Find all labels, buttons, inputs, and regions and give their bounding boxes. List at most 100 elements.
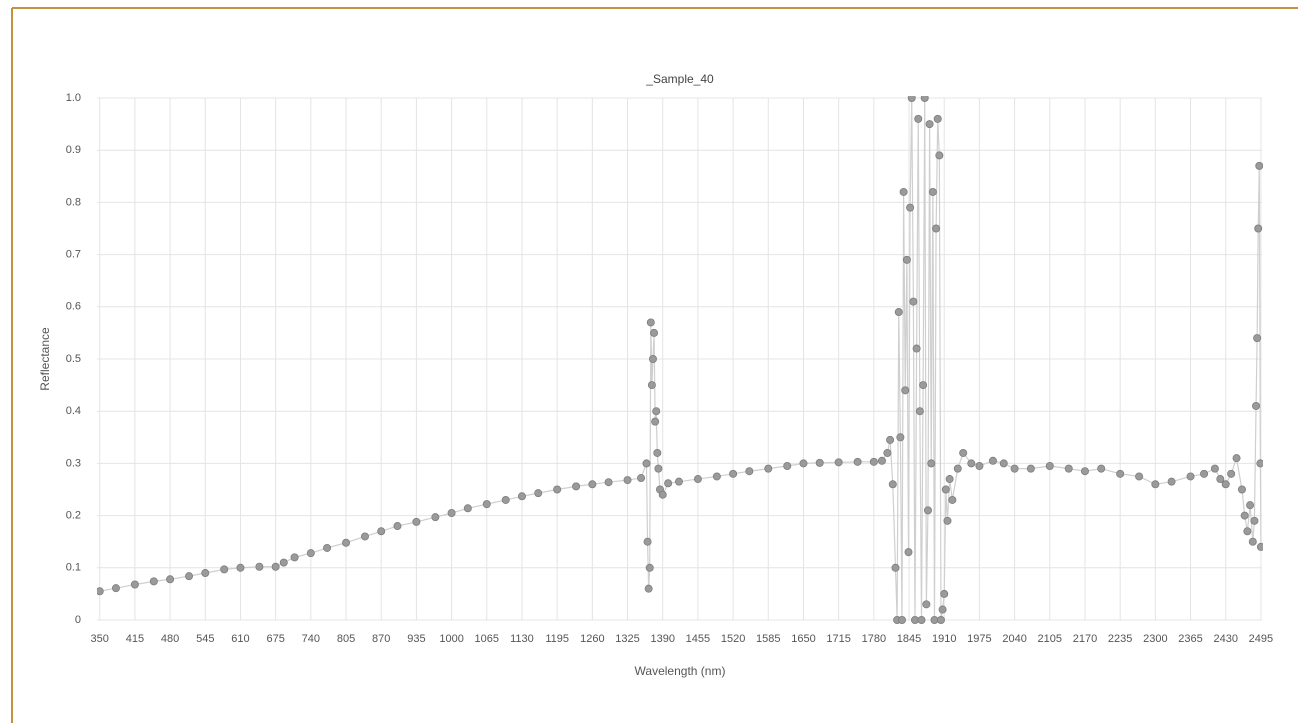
data-point: [393, 522, 402, 531]
data-point: [1256, 542, 1263, 551]
data-point: [941, 485, 950, 494]
data-point: [902, 255, 911, 264]
x-tick-label: 480: [161, 633, 179, 645]
data-point: [953, 464, 962, 473]
data-point: [1045, 462, 1054, 471]
data-point: [945, 475, 954, 484]
x-tick-label: 350: [91, 633, 109, 645]
data-point: [975, 462, 984, 471]
data-point: [646, 318, 655, 327]
x-tick-label: 2495: [1249, 633, 1273, 645]
plot-area: [97, 96, 1263, 624]
data-point: [936, 616, 945, 624]
data-point: [360, 532, 369, 541]
data-point: [1227, 469, 1236, 478]
data-point: [896, 433, 905, 442]
x-tick-label: 675: [266, 633, 284, 645]
data-point: [912, 344, 921, 353]
data-point: [888, 480, 897, 489]
data-point: [712, 472, 721, 481]
data-point: [501, 495, 510, 504]
x-tick-label: 1195: [545, 633, 569, 645]
data-point: [664, 479, 673, 488]
data-point: [279, 558, 288, 567]
data-point: [623, 476, 632, 485]
data-point: [925, 120, 934, 129]
data-point: [909, 297, 918, 306]
data-point: [553, 485, 562, 494]
data-point: [412, 517, 421, 526]
x-tick-label: 2040: [1002, 633, 1026, 645]
x-tick-label: 1325: [615, 633, 639, 645]
data-point: [904, 548, 913, 557]
x-tick-label: 2430: [1213, 633, 1237, 645]
data-point: [938, 605, 947, 614]
data-point: [988, 456, 997, 465]
data-point: [306, 549, 315, 558]
data-point: [1116, 469, 1125, 478]
data-point: [323, 543, 332, 552]
x-tick-label: 1910: [932, 633, 956, 645]
data-point: [1151, 480, 1160, 489]
data-point: [999, 459, 1008, 468]
data-point: [1243, 527, 1252, 536]
data-point: [959, 448, 968, 457]
data-point: [1186, 472, 1195, 481]
data-point: [647, 381, 656, 390]
x-tick-label: 1390: [650, 633, 674, 645]
data-point: [834, 458, 843, 467]
data-point: [111, 584, 120, 593]
y-tick-label: 0.3: [66, 457, 81, 469]
y-tick-label: 0.6: [66, 301, 81, 313]
data-point: [644, 584, 653, 593]
y-tick-label: 0.5: [66, 353, 81, 365]
data-point: [915, 407, 924, 416]
x-tick-label: 1000: [439, 633, 463, 645]
data-point: [604, 478, 613, 487]
x-tick-label: 1975: [967, 633, 991, 645]
data-point: [1010, 464, 1019, 473]
data-point: [906, 203, 915, 212]
x-tick-label: 2170: [1073, 633, 1097, 645]
data-point: [1248, 537, 1257, 546]
data-point: [883, 448, 892, 457]
data-point: [1200, 469, 1209, 478]
data-point: [255, 562, 264, 571]
data-point: [1254, 224, 1263, 233]
x-tick-label: 1650: [791, 633, 815, 645]
data-point: [928, 187, 937, 196]
data-point: [783, 462, 792, 471]
data-point: [877, 456, 886, 465]
data-point: [1080, 467, 1089, 476]
x-axis-label: Wavelength (nm): [635, 664, 726, 678]
data-point: [933, 114, 942, 123]
data-point: [643, 537, 652, 546]
data-point: [377, 527, 386, 536]
data-point: [653, 448, 662, 457]
x-tick-label: 2105: [1038, 633, 1062, 645]
data-point: [920, 96, 929, 102]
data-point: [869, 457, 878, 466]
data-point: [651, 417, 660, 426]
data-point: [693, 475, 702, 484]
data-point: [901, 386, 910, 395]
x-tick-label: 1455: [686, 633, 710, 645]
data-point: [642, 459, 651, 468]
data-point: [572, 482, 581, 491]
x-tick-label: 1715: [826, 633, 850, 645]
y-tick-label: 0: [75, 614, 81, 626]
data-point: [907, 96, 916, 102]
data-point: [654, 464, 663, 473]
data-point: [1232, 454, 1241, 463]
data-point: [517, 492, 526, 501]
data-point: [201, 569, 210, 578]
data-point: [447, 508, 456, 517]
x-tick-label: 545: [196, 633, 214, 645]
data-point: [764, 464, 773, 473]
data-point: [166, 575, 175, 584]
data-point: [940, 589, 949, 598]
data-point: [290, 553, 299, 562]
data-point: [220, 565, 229, 574]
y-tick-label: 0.1: [66, 562, 81, 574]
